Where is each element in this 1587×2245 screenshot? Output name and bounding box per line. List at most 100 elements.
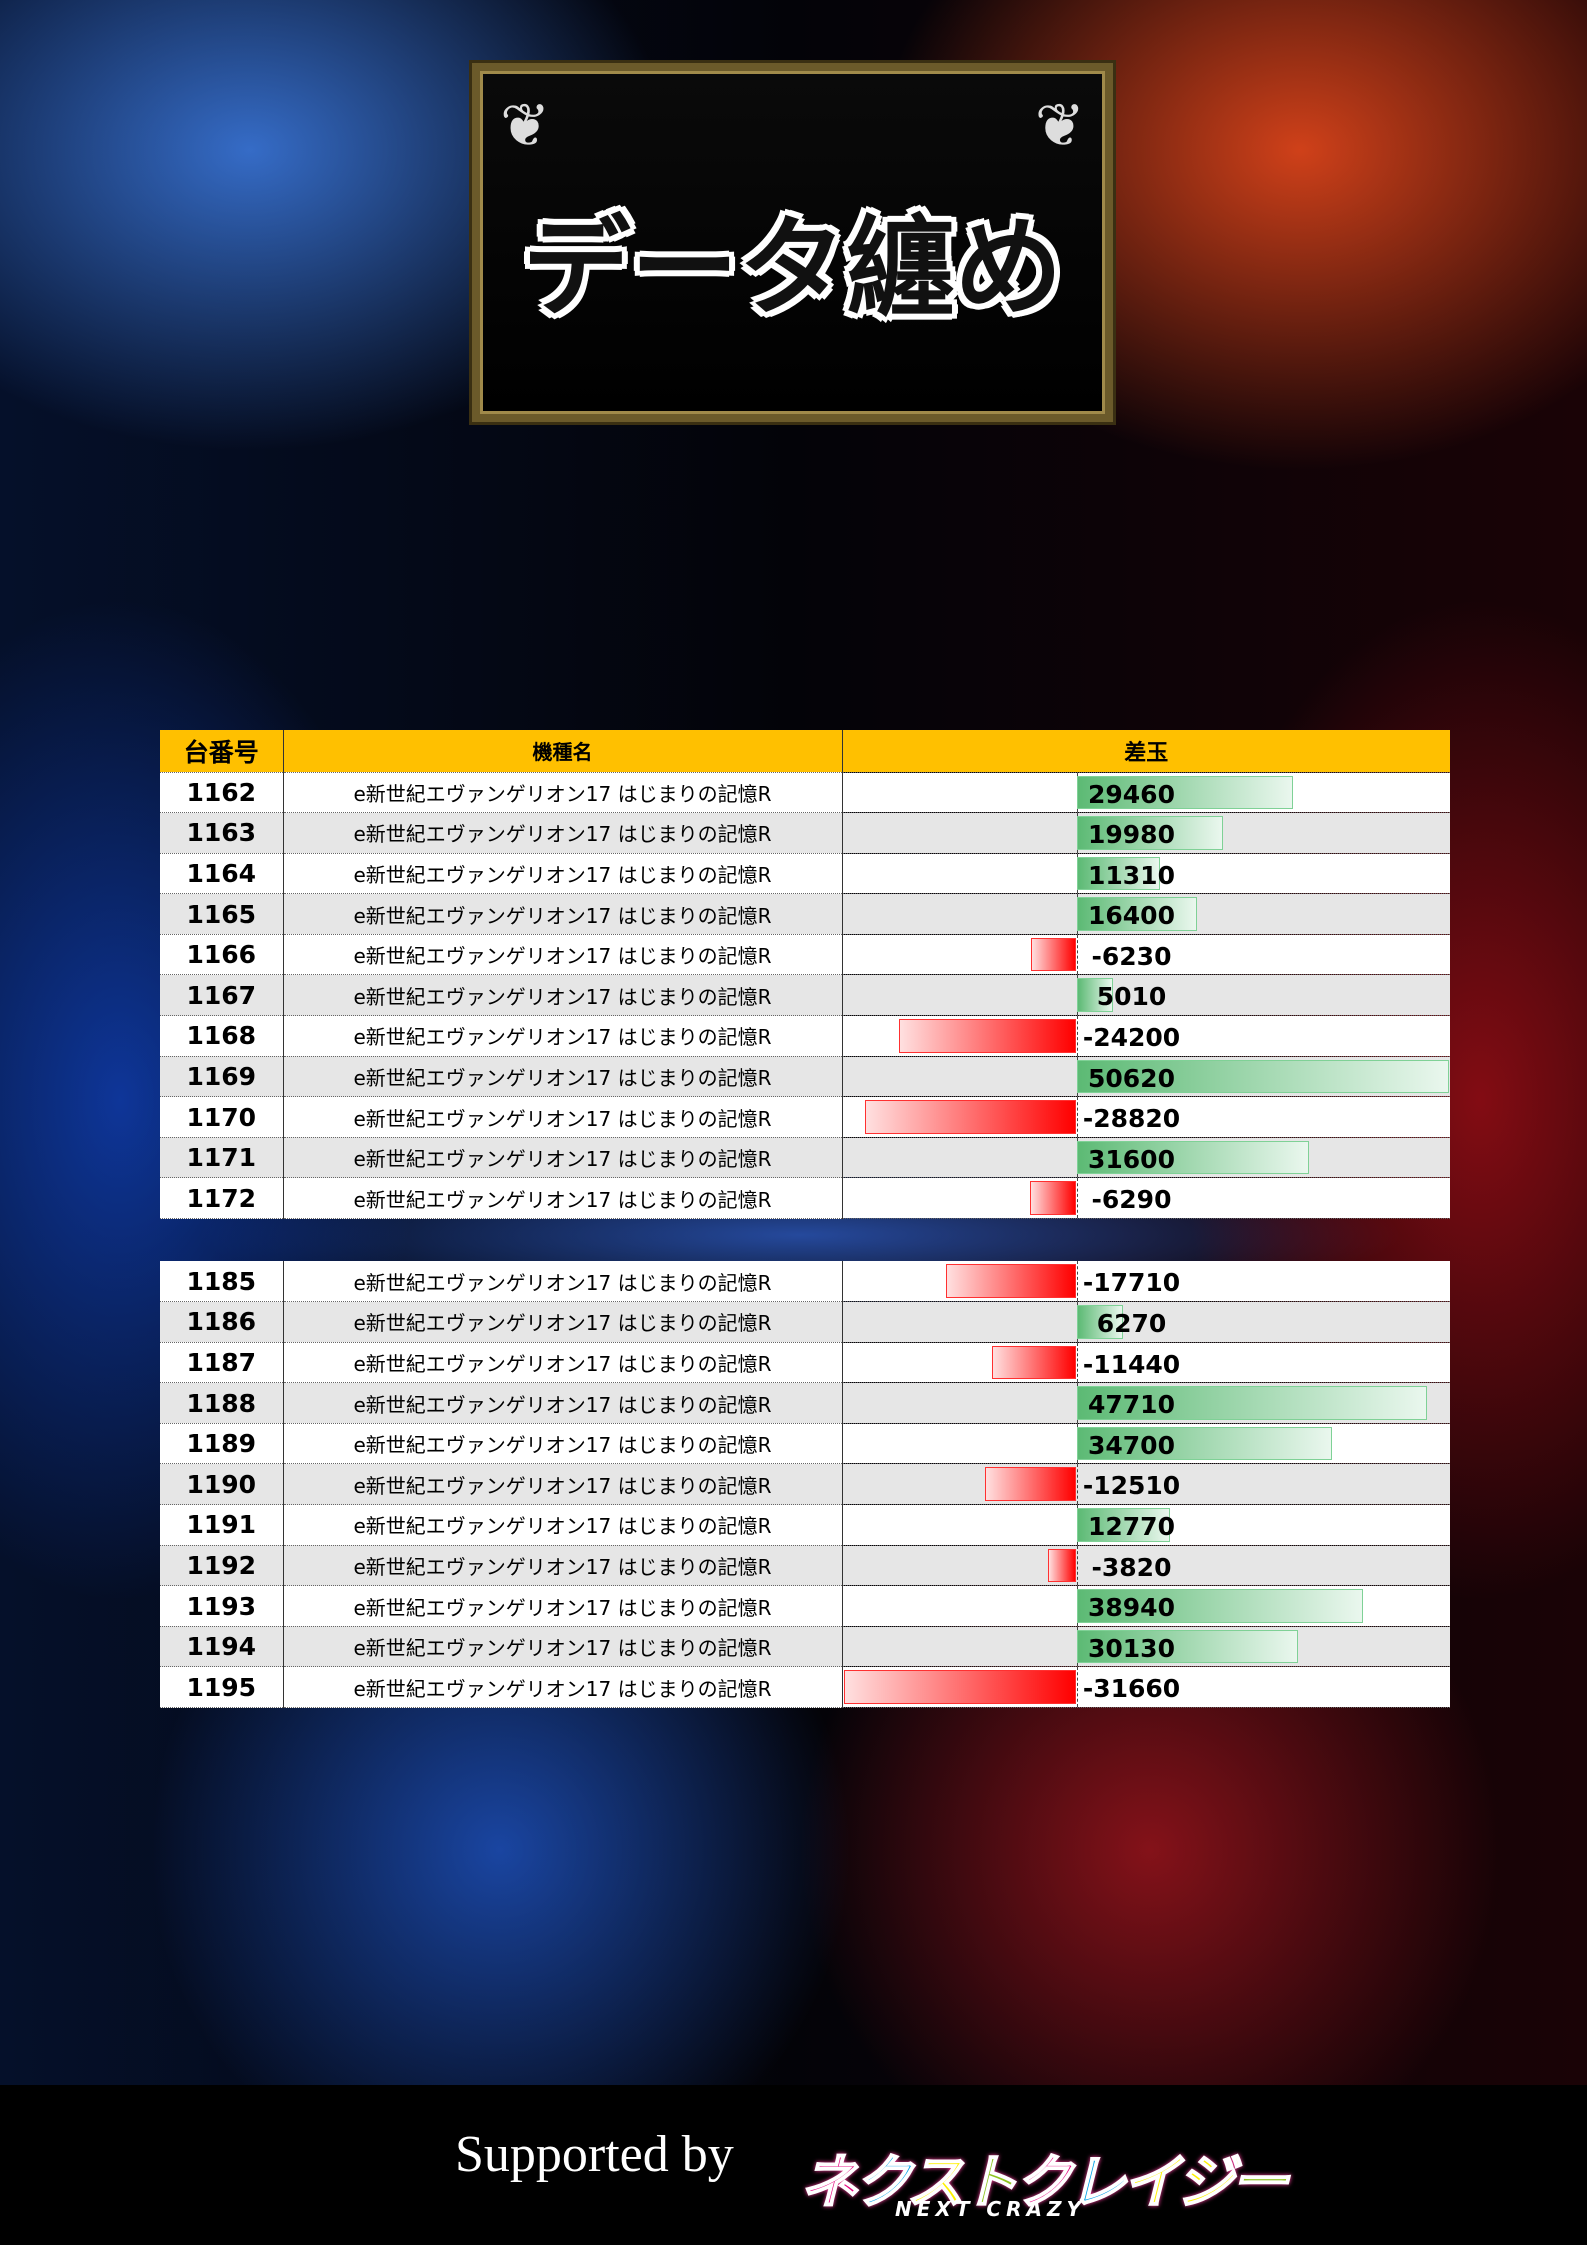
machine-number: 1168 [160,1015,284,1057]
table-row: 1167 e新世紀エヴァンゲリオン17 はじまりの記憶R 5010 [160,974,1450,1017]
diff-cell: -6290 [842,1177,1450,1220]
table-row: 1189 e新世紀エヴァンゲリオン17 はじまりの記憶R 34700 [160,1423,1450,1465]
table-row: 1186 e新世紀エヴァンゲリオン17 はじまりの記憶R 6270 [160,1301,1450,1343]
machine-number: 1172 [160,1177,284,1220]
machine-number: 1189 [160,1423,284,1465]
diff-value: 19980 [1088,820,1175,850]
machine-number: 1163 [160,812,284,854]
machine-number: 1192 [160,1545,284,1587]
rose-ornament-icon: ❦ [1034,91,1085,161]
diff-bar [1030,937,1077,972]
diff-bar [1076,897,1198,931]
diff-cell: -6230 [842,934,1450,976]
table-row: 1188 e新世紀エヴァンゲリオン17 はじまりの記憶R 47710 [160,1382,1450,1424]
header-machine-name: 機種名 [283,730,843,773]
diff-cell: 6270 [842,1301,1450,1343]
diff-value: 34700 [1088,1430,1175,1460]
table-row: 1187 e新世紀エヴァンゲリオン17 はじまりの記憶R -11440 [160,1342,1450,1384]
data-table-1: 台番号 機種名 差玉 1162 e新世紀エヴァンゲリオン17 はじまりの記憶R … [160,730,1450,1220]
machine-number: 1170 [160,1096,284,1138]
table-row: 1193 e新世紀エヴァンゲリオン17 はじまりの記憶R 38940 [160,1585,1450,1627]
zero-axis [1076,1016,1078,1056]
table-row: 1162 e新世紀エヴァンゲリオン17 はじまりの記憶R 29460 [160,772,1450,814]
diff-cell: 30130 [842,1626,1450,1668]
machine-number: 1186 [160,1301,284,1343]
diff-cell: -24200 [842,1015,1450,1057]
diff-cell: 31600 [842,1137,1450,1179]
machine-name: e新世紀エヴァンゲリオン17 はじまりの記憶R [283,974,843,1017]
diff-value: -12510 [1082,1471,1181,1501]
diff-cell: 29460 [842,772,1450,814]
machine-number: 1190 [160,1463,284,1506]
table-row: 1190 e新世紀エヴァンゲリオン17 はじまりの記憶R -12510 [160,1463,1450,1506]
zero-axis [1076,1097,1078,1137]
zero-axis [1076,1545,1078,1586]
machine-name: e新世紀エヴァンゲリオン17 はじまりの記憶R [283,893,843,935]
machine-name: e新世紀エヴァンゲリオン17 はじまりの記憶R [283,853,843,895]
rose-ornament-icon: ❦ [500,91,551,161]
table-row: 1168 e新世紀エヴァンゲリオン17 はじまりの記憶R -24200 [160,1015,1450,1057]
logo-subtitle: NEXT CRAZY [895,2197,1086,2221]
diff-value: -17710 [1082,1268,1181,1297]
diff-cell: 38940 [842,1585,1450,1627]
diff-bar [1076,1508,1171,1542]
diff-bar [1076,816,1224,850]
machine-number: 1171 [160,1137,284,1179]
diff-cell: -31660 [842,1666,1450,1709]
machine-number: 1185 [160,1261,284,1303]
diff-cell: 19980 [842,812,1450,854]
diff-value: 5010 [1096,982,1167,1012]
zero-axis [1076,1342,1078,1383]
machine-name: e新世紀エヴァンゲリオン17 はじまりの記憶R [283,1137,843,1179]
diff-bar [1076,978,1114,1013]
table-row: 1170 e新世紀エヴァンゲリオン17 はじまりの記憶R -28820 [160,1096,1450,1138]
table-row: 1195 e新世紀エヴァンゲリオン17 はじまりの記憶R -31660 [160,1666,1450,1709]
diff-cell: -12510 [842,1463,1450,1506]
diff-bar [843,1670,1077,1705]
machine-name: e新世紀エヴァンゲリオン17 はじまりの記憶R [283,1015,843,1057]
diff-bar [984,1467,1077,1502]
table-row: 1165 e新世紀エヴァンゲリオン17 はじまりの記憶R 16400 [160,893,1450,935]
diff-value: -24200 [1082,1023,1181,1053]
table-row: 1163 e新世紀エヴァンゲリオン17 はじまりの記憶R 19980 [160,812,1450,854]
header-machine-number: 台番号 [160,730,284,773]
machine-name: e新世紀エヴァンゲリオン17 はじまりの記憶R [283,1261,843,1303]
machine-name: e新世紀エヴァンゲリオン17 はじまりの記憶R [283,1301,843,1343]
next-crazy-logo: ネクストクレイジー [799,2147,1289,2217]
diff-bar [1076,1140,1309,1175]
diff-value: -31660 [1082,1674,1181,1704]
machine-number: 1165 [160,893,284,935]
diff-value: 38940 [1088,1593,1175,1623]
machine-name: e新世紀エヴァンゲリオン17 はじまりの記憶R [283,1056,843,1098]
diff-cell: 5010 [842,974,1450,1017]
diff-cell: 50620 [842,1056,1450,1098]
machine-name: e新世紀エヴァンゲリオン17 はじまりの記憶R [283,1423,843,1465]
table-row: 1185 e新世紀エヴァンゲリオン17 はじまりの記憶R -17710 [160,1261,1450,1303]
machine-number: 1167 [160,974,284,1017]
diff-value: -28820 [1082,1104,1181,1134]
diff-value: 30130 [1088,1633,1175,1663]
table-row: 1166 e新世紀エヴァンゲリオン17 はじまりの記憶R -6230 [160,934,1450,976]
diff-value: -11440 [1082,1349,1181,1379]
diff-bar [1076,1305,1123,1339]
diff-value: -6290 [1091,1185,1172,1215]
machine-name: e新世紀エヴァンゲリオン17 はじまりの記憶R [283,934,843,976]
table-row: 1169 e新世紀エヴァンゲリオン17 はじまりの記憶R 50620 [160,1056,1450,1098]
machine-name: e新世紀エヴァンゲリオン17 はじまりの記憶R [283,1096,843,1138]
diff-value: 16400 [1088,901,1175,931]
diff-value: 29460 [1088,779,1175,809]
diff-bar [1076,775,1293,810]
table-row: 1192 e新世紀エヴァンゲリオン17 はじまりの記憶R -3820 [160,1545,1450,1587]
diff-bar [1030,1181,1077,1216]
diff-cell: 47710 [842,1382,1450,1424]
machine-name: e新世紀エヴァンゲリオン17 はじまりの記憶R [283,772,843,814]
machine-name: e新世紀エヴァンゲリオン17 はじまりの記憶R [283,1666,843,1709]
machine-number: 1187 [160,1342,284,1384]
diff-value: 31600 [1088,1144,1175,1174]
machine-name: e新世紀エヴァンゲリオン17 はじまりの記憶R [283,1382,843,1424]
machine-name: e新世紀エヴァンゲリオン17 はじまりの記憶R [283,1626,843,1668]
supported-by-text: Supported by [455,2126,734,2183]
diff-cell: -28820 [842,1096,1450,1138]
zero-axis [1076,1261,1078,1302]
diff-cell: 12770 [842,1504,1450,1546]
